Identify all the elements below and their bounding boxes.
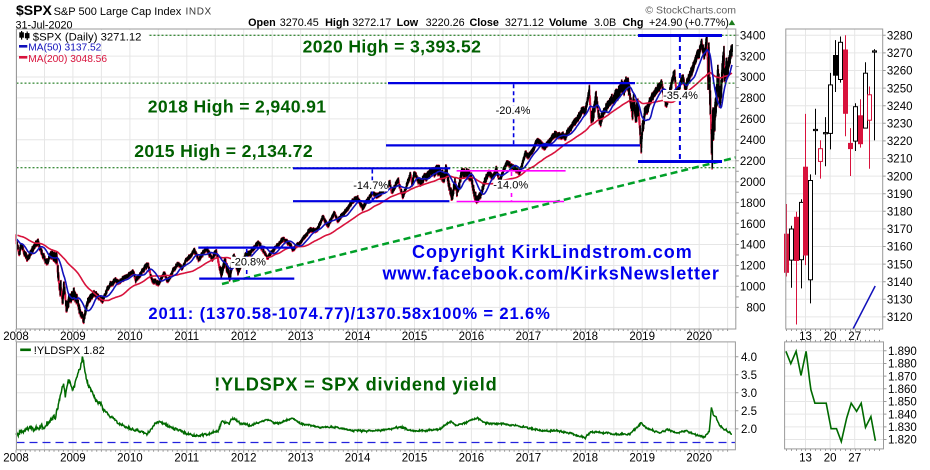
svg-text:2016: 2016 (459, 331, 485, 343)
svg-text:2008: 2008 (3, 331, 29, 343)
svg-text:!YLDSPX = SPX dividend yield: !YLDSPX = SPX dividend yield (214, 375, 497, 395)
svg-text:2014: 2014 (345, 453, 371, 465)
svg-text:3160: 3160 (887, 242, 913, 254)
svg-text:1.880: 1.880 (888, 359, 917, 371)
svg-text:INDX: INDX (186, 7, 212, 18)
svg-text:3.5: 3.5 (741, 370, 757, 382)
svg-text:MA(200) 3048.56: MA(200) 3048.56 (28, 54, 107, 65)
svg-text:2013: 2013 (288, 453, 314, 465)
svg-text:27: 27 (848, 331, 861, 343)
svg-text:2019: 2019 (629, 331, 655, 343)
svg-text:1.850: 1.850 (888, 397, 917, 409)
svg-text:31-Jul-2020: 31-Jul-2020 (16, 20, 73, 32)
svg-text:2014: 2014 (345, 331, 371, 343)
svg-text:2020 High = 3,393.52: 2020 High = 3,393.52 (303, 36, 482, 56)
svg-text:-35.4%: -35.4% (663, 90, 698, 102)
svg-text:-14.0%: -14.0% (493, 180, 528, 192)
svg-text:2018 High = 2,940.91: 2018 High = 2,940.91 (148, 97, 327, 117)
svg-text:2013: 2013 (288, 331, 314, 343)
svg-text:2400: 2400 (740, 135, 766, 147)
svg-text:4.0: 4.0 (741, 352, 757, 364)
svg-text:2020: 2020 (686, 331, 712, 343)
svg-text:3200: 3200 (740, 51, 766, 63)
svg-text:800: 800 (746, 303, 765, 315)
svg-text:1.890: 1.890 (888, 346, 917, 358)
svg-text:2019: 2019 (629, 453, 655, 465)
svg-text:2017: 2017 (516, 453, 542, 465)
svg-text:2012: 2012 (231, 453, 257, 465)
svg-text:1000: 1000 (740, 282, 766, 294)
svg-text:3150: 3150 (887, 259, 913, 271)
svg-text:www.facebook.com/KirksNewslett: www.facebook.com/KirksNewsletter (382, 264, 720, 284)
svg-text:3270: 3270 (887, 48, 913, 60)
svg-text:1400: 1400 (740, 240, 766, 252)
svg-text:2200: 2200 (740, 156, 766, 168)
svg-text:20: 20 (824, 331, 837, 343)
svg-text:13: 13 (799, 331, 812, 343)
svg-text:3170: 3170 (887, 224, 913, 236)
svg-text:1800: 1800 (740, 198, 766, 210)
svg-text:27: 27 (848, 453, 861, 465)
svg-text:1.870: 1.870 (888, 371, 917, 383)
svg-text:-14.7%: -14.7% (353, 180, 388, 192)
svg-text:2010: 2010 (117, 331, 143, 343)
svg-text:3260: 3260 (887, 66, 913, 78)
svg-text:3210: 3210 (887, 154, 913, 166)
svg-text:2008: 2008 (3, 453, 29, 465)
svg-text:2600: 2600 (740, 114, 766, 126)
svg-text:2015: 2015 (402, 331, 428, 343)
svg-text:2010: 2010 (117, 453, 143, 465)
svg-text:2017: 2017 (516, 331, 542, 343)
svg-text:20: 20 (824, 453, 837, 465)
svg-text:2018: 2018 (573, 331, 599, 343)
svg-text:1.820: 1.820 (888, 435, 917, 447)
svg-text:3180: 3180 (887, 207, 913, 219)
svg-text:3130: 3130 (887, 295, 913, 307)
svg-text:1.840: 1.840 (888, 409, 917, 421)
svg-text:2000: 2000 (740, 177, 766, 189)
svg-text:13: 13 (799, 453, 812, 465)
svg-text:3280: 3280 (887, 31, 913, 43)
svg-text:2012: 2012 (231, 331, 257, 343)
svg-text:S&P 500 Large Cap Index: S&P 500 Large Cap Index (54, 6, 182, 18)
svg-text:3240: 3240 (887, 101, 913, 113)
svg-text:2020: 2020 (686, 453, 712, 465)
svg-text:© StockCharts.com: © StockCharts.com (645, 5, 736, 17)
svg-text:2009: 2009 (60, 331, 86, 343)
svg-text:3230: 3230 (887, 119, 913, 131)
svg-text:1.860: 1.860 (888, 384, 917, 396)
svg-text:-20.4%: -20.4% (496, 105, 531, 117)
svg-text:2.0: 2.0 (741, 424, 757, 436)
svg-text:2015: 2015 (402, 453, 428, 465)
svg-text:3190: 3190 (887, 189, 913, 201)
svg-text:$SPX (Daily) 3271.12: $SPX (Daily) 3271.12 (33, 31, 142, 43)
svg-text:3140: 3140 (887, 277, 913, 289)
svg-text:2018: 2018 (573, 453, 599, 465)
svg-text:3000: 3000 (740, 72, 766, 84)
svg-text:2016: 2016 (459, 453, 485, 465)
svg-text:3200: 3200 (887, 171, 913, 183)
svg-text:Copyright KirkLindstrom.com: Copyright KirkLindstrom.com (412, 242, 693, 262)
svg-text:1.830: 1.830 (888, 422, 917, 434)
svg-text:3120: 3120 (887, 312, 913, 324)
svg-text:2011: 2011 (174, 453, 199, 465)
svg-text:2011: 2011 (174, 331, 199, 343)
svg-text:$SPX: $SPX (16, 2, 52, 18)
svg-text:2.5: 2.5 (741, 406, 757, 418)
svg-text:MA(50) 3137.52: MA(50) 3137.52 (28, 42, 101, 53)
svg-text:3400: 3400 (740, 30, 766, 42)
svg-text:!YLDSPX 1.82: !YLDSPX 1.82 (34, 345, 105, 357)
svg-text:2009: 2009 (60, 453, 86, 465)
svg-text:1200: 1200 (740, 261, 766, 273)
svg-text:3250: 3250 (887, 83, 913, 95)
svg-text:-20.8%: -20.8% (231, 257, 266, 269)
svg-text:2015 High = 2,134.72: 2015 High = 2,134.72 (134, 141, 313, 161)
svg-text:3220: 3220 (887, 136, 913, 148)
svg-text:2800: 2800 (740, 93, 766, 105)
svg-text:1600: 1600 (740, 219, 766, 231)
svg-text:3.0: 3.0 (741, 388, 757, 400)
svg-text:2011: (1370.58-1074.77)/1370.5: 2011: (1370.58-1074.77)/1370.58x100% = 2… (148, 304, 550, 323)
